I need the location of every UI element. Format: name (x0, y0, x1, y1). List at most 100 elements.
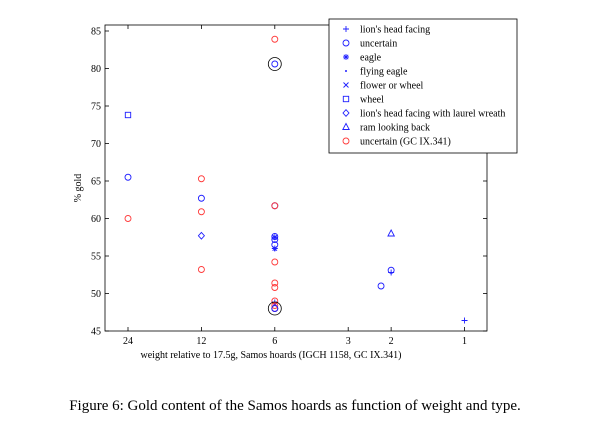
x-tick-label: 12 (196, 336, 206, 347)
data-point (271, 35, 279, 43)
highlight-ring (267, 301, 282, 316)
legend-marker-shape (342, 95, 350, 103)
legend: lion's head facing uncertain eagle flying e… (328, 18, 518, 154)
x-tick-label: 6 (272, 336, 277, 347)
data-point (271, 202, 279, 210)
legend-marker (342, 122, 350, 130)
highlight-inner (271, 305, 279, 312)
y-tick-label: 60 (91, 214, 101, 225)
legend-marker (342, 109, 350, 117)
series-1 (124, 173, 395, 312)
series-7 (387, 229, 396, 237)
data-points (124, 35, 468, 324)
series-5 (124, 111, 132, 119)
legend-marker (343, 82, 349, 88)
x-tick-label: 2 (389, 336, 394, 347)
data-point-shape (124, 215, 132, 222)
legend-marker-shape (343, 82, 349, 88)
legend-entry: uncertain (GC IX.341) (360, 137, 451, 148)
data-point (124, 173, 132, 181)
legend-box (328, 18, 518, 154)
legend-marker-shape (342, 109, 350, 117)
data-point (271, 284, 279, 291)
data-point (271, 258, 279, 266)
legend-marker-shape (342, 39, 350, 47)
data-point-shape (271, 284, 279, 291)
data-point (124, 215, 132, 222)
data-point-shape (124, 173, 132, 181)
data-point-shape (271, 234, 278, 241)
highlight-ring (267, 57, 282, 71)
data-point-shape (197, 266, 205, 273)
legend-entry: wheel (360, 95, 384, 106)
data-point-shape (271, 35, 279, 43)
data-point-shape (387, 266, 395, 274)
legend-entry: uncertain (360, 39, 397, 50)
data-point-shape (197, 231, 206, 240)
data-point-shape (273, 249, 276, 251)
y-tick-label: 80 (91, 64, 101, 75)
data-point (377, 282, 385, 290)
legend-entry: eagle (360, 53, 382, 64)
legend-entry: lion's head facing with laurel wreath (360, 109, 505, 120)
data-point-shape (271, 279, 279, 287)
legend-marker (342, 39, 350, 47)
data-point-shape (271, 245, 278, 252)
legend-marker-shape (342, 137, 350, 145)
data-point (271, 245, 278, 252)
data-point-shape (461, 317, 468, 324)
y-tick-label: 65 (91, 177, 101, 188)
data-point-shape (271, 258, 279, 266)
data-point-shape (271, 202, 279, 210)
data-point (197, 175, 205, 183)
data-point (387, 266, 395, 274)
data-point (271, 234, 278, 241)
highlight-inner (271, 60, 279, 68)
data-point-shape (124, 111, 132, 119)
data-point-shape (271, 302, 279, 309)
data-point-shape (271, 297, 279, 305)
x-tick-label: 1 (462, 336, 467, 347)
scatter-chart: 45 50 55 60 65 70 75 80 85 24 12 6 3 2 1 lion's head … (73, 18, 518, 361)
data-point (197, 231, 206, 240)
series-0 (271, 269, 468, 324)
legend-marker (345, 70, 347, 72)
data-point-shape (387, 229, 396, 237)
y-tick-label: 70 (91, 139, 101, 150)
y-tick-label: 75 (91, 102, 101, 113)
legend-marker-shape (343, 54, 349, 60)
y-axis-label: % gold (73, 174, 84, 203)
data-point-shape (197, 208, 205, 216)
series-6 (197, 231, 206, 240)
series-8 (124, 35, 279, 312)
data-point (197, 208, 205, 216)
series-3 (273, 249, 276, 251)
data-point-shape (377, 282, 385, 290)
x-tick-label: 3 (346, 336, 351, 347)
data-point (197, 194, 205, 202)
data-point (271, 297, 279, 305)
legend-marker-shape (343, 26, 349, 32)
legend-entry: ram looking back (360, 123, 430, 134)
y-axis: 45 50 55 60 65 70 75 80 85 (91, 27, 487, 338)
data-point (273, 249, 276, 251)
x-tick-label: 24 (123, 336, 133, 347)
series-2 (271, 234, 278, 252)
y-tick-label: 45 (91, 327, 101, 338)
data-point-shape (197, 175, 205, 183)
highlighted-point (267, 301, 282, 316)
legend-marker (342, 95, 350, 103)
data-point-shape (197, 194, 205, 202)
figure-caption: Figure 6: Gold content of the Samos hoar… (69, 398, 521, 414)
legend-marker-shape (345, 70, 347, 72)
data-point (387, 229, 396, 237)
legend-marker (342, 137, 350, 145)
legend-entry: lion's head facing (360, 25, 430, 36)
legend-marker-shape (342, 122, 350, 130)
y-tick-label: 55 (91, 252, 101, 263)
legend-marker (343, 54, 349, 60)
x-axis-label: weight relative to 17.5g, Samos hoards (… (141, 350, 402, 361)
y-tick-label: 50 (91, 289, 101, 300)
data-point (271, 302, 279, 309)
plot-border (104, 24, 488, 332)
